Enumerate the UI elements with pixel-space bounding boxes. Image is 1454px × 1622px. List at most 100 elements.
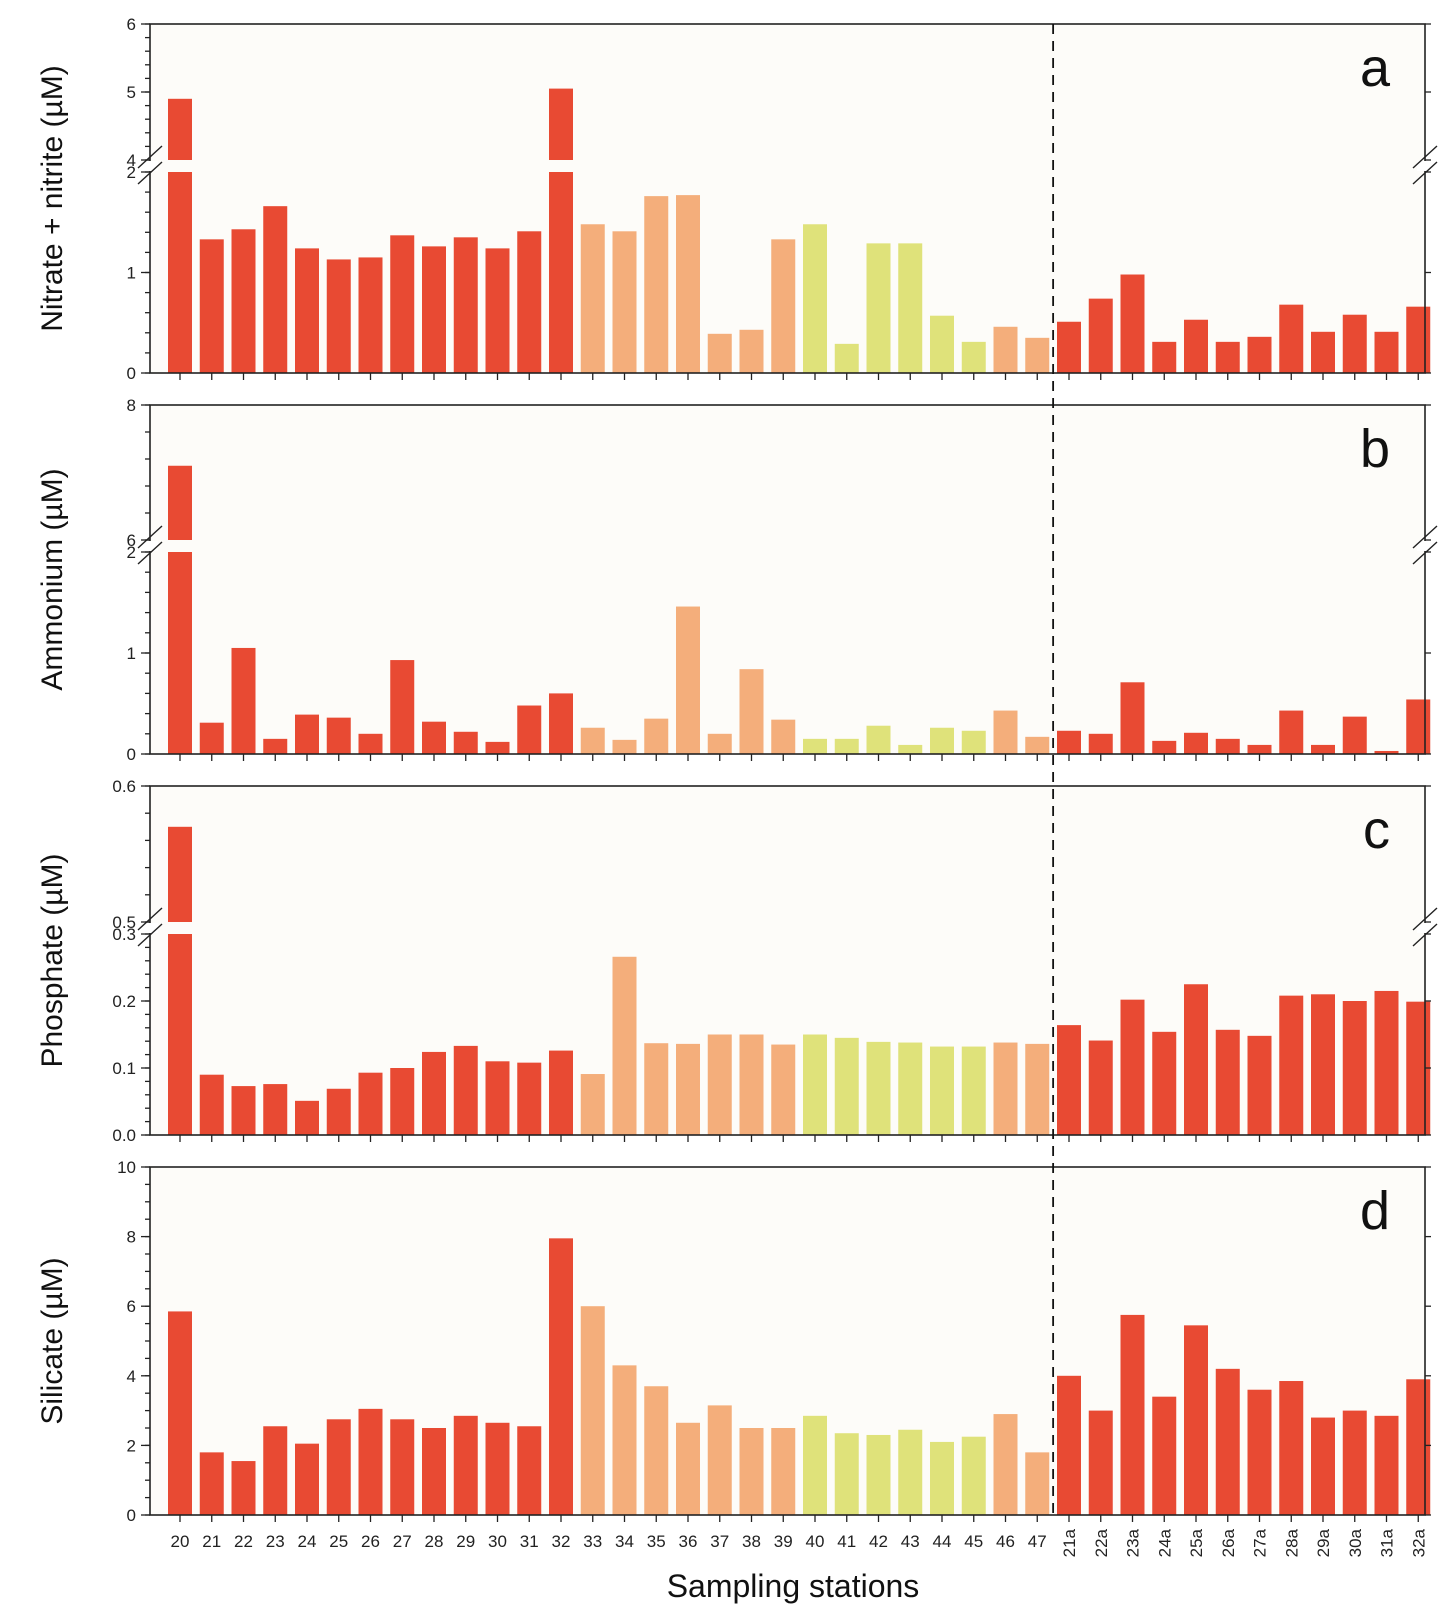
bar-a-21a (1057, 321, 1081, 373)
y-tick-label: 10 (117, 1158, 136, 1177)
bar-b-25a (1184, 732, 1208, 754)
y-axis-label: Nitrate + nitrite (µM) (36, 65, 69, 332)
bar-d-44 (930, 1441, 954, 1515)
y-tick-label: 4 (127, 1367, 136, 1386)
axis-break-mark (137, 525, 163, 549)
bar-d-40 (803, 1415, 827, 1515)
bar-c-23 (263, 1084, 288, 1135)
x-tick-label: 20 (171, 1532, 190, 1551)
x-tick-label: 25a (1187, 1528, 1206, 1557)
bar-a-40 (803, 224, 827, 373)
bar-b-29a (1311, 744, 1335, 754)
bar-a-22 (231, 229, 256, 373)
bar-d-35 (644, 1386, 669, 1515)
bar-c-40 (803, 1034, 827, 1135)
bar-b-46 (993, 710, 1018, 754)
bar-c-38 (739, 1034, 764, 1135)
axis-break-gap-right (1417, 161, 1433, 171)
bar-b-39 (771, 719, 796, 754)
bar-d-24 (295, 1443, 319, 1515)
x-tick-label: 42 (869, 1532, 888, 1551)
x-tick-label: 27 (393, 1532, 412, 1551)
bar-c-28a (1279, 995, 1304, 1135)
bar-c-30 (485, 1061, 510, 1135)
bar-c-33 (580, 1074, 605, 1135)
x-tick-label: 37 (710, 1532, 729, 1551)
bar-c-47 (1025, 1043, 1050, 1135)
bar-b-28 (422, 721, 446, 754)
x-tick-label: 28a (1282, 1528, 1301, 1557)
bar-a-32 (549, 172, 573, 373)
x-tick-label: 22a (1092, 1528, 1111, 1557)
bar-c-28 (422, 1051, 446, 1135)
y-axis-label: Silicate (µM) (36, 1257, 69, 1424)
bar-c-31 (517, 1062, 542, 1135)
y-tick-label: 6 (127, 1297, 136, 1316)
x-tick-label: 21 (202, 1532, 221, 1551)
bar-b-26 (358, 733, 383, 754)
bar-c-29a (1311, 994, 1335, 1135)
bar-a-43 (898, 243, 923, 373)
axis-break-mark (1412, 145, 1438, 169)
bar-a-30a (1342, 314, 1367, 373)
bar-a-37 (707, 333, 732, 373)
bar-c-26 (358, 1072, 383, 1135)
y-tick-label: 5 (127, 83, 136, 102)
y-tick-label: 2 (127, 1436, 136, 1455)
x-tick-label: 28 (425, 1532, 444, 1551)
bar-d-21 (199, 1452, 224, 1515)
bar-a-30 (485, 248, 510, 373)
bar-d-25 (326, 1419, 351, 1515)
bar-c-35 (644, 1043, 669, 1135)
bar-b-40 (803, 738, 827, 754)
x-tick-label: 31a (1378, 1528, 1397, 1557)
x-tick-label: 26 (361, 1532, 380, 1551)
bar-d-26 (358, 1408, 383, 1515)
bar-d-27 (390, 1419, 415, 1515)
bar-upper-c-20 (168, 826, 192, 922)
bar-b-23 (263, 738, 288, 754)
x-tick-label: 29a (1314, 1528, 1333, 1557)
bar-a-27 (390, 235, 415, 373)
y-axis-label: Ammonium (µM) (36, 468, 69, 690)
bar-a-25a (1184, 319, 1208, 373)
bar-d-28a (1279, 1381, 1304, 1515)
x-tick-label: 21a (1060, 1528, 1079, 1557)
x-tick-label: 44 (933, 1532, 952, 1551)
bar-d-36 (676, 1422, 700, 1515)
bar-d-23a (1120, 1314, 1145, 1515)
y-tick-label: 0.3 (112, 925, 136, 944)
bar-c-31a (1374, 990, 1399, 1135)
bar-c-25a (1184, 984, 1208, 1135)
bar-b-28a (1279, 710, 1304, 754)
x-tick-label: 39 (774, 1532, 793, 1551)
panel-d: 0 2 4 6 8 10 Silicate (µM) d (36, 1158, 1431, 1525)
bar-d-23 (263, 1426, 288, 1515)
panel-letter: c (1363, 800, 1390, 860)
y-tick-label: 6 (127, 15, 136, 34)
panel-b: 0 1 26 8 Ammonium (µM) b (36, 396, 1438, 764)
bar-a-28 (422, 246, 446, 373)
bar-c-39 (771, 1044, 796, 1135)
bar-b-21 (199, 722, 224, 754)
bar-upper-a-32 (549, 88, 573, 160)
x-tick-label: 24 (298, 1532, 317, 1551)
bar-b-27a (1247, 744, 1272, 754)
panel-background (150, 405, 1425, 754)
bar-a-21 (199, 239, 224, 373)
bar-b-33 (580, 727, 605, 754)
bar-a-24a (1152, 341, 1177, 373)
axis-break-gap-left (142, 161, 158, 171)
bar-a-41 (834, 343, 859, 373)
bar-c-42 (866, 1041, 891, 1135)
bar-a-24 (295, 248, 319, 373)
bar-b-24 (295, 714, 319, 754)
bar-b-26a (1215, 738, 1240, 754)
x-tick-label: 46 (996, 1532, 1015, 1551)
bar-d-21a (1057, 1375, 1081, 1515)
bar-c-21a (1057, 1025, 1081, 1135)
axis-break-mark (1412, 923, 1438, 947)
bar-b-47 (1025, 736, 1050, 754)
bar-d-25a (1184, 1325, 1208, 1515)
